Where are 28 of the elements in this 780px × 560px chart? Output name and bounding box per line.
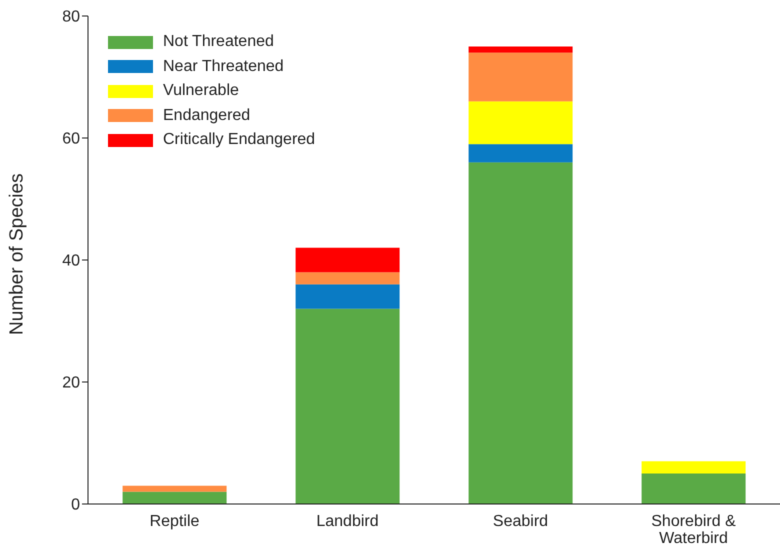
bar [468,101,573,144]
x-tick-label: Seabird [492,513,548,530]
bar [122,492,227,504]
y-tick-label: 20 [62,374,80,392]
y-tick-label: 80 [62,8,80,26]
bar [468,52,573,102]
bar [296,284,400,309]
bar [468,162,573,504]
bar [122,486,227,492]
bar [468,144,573,162]
legend-label: Endangered [163,106,250,126]
legend-label: Not Threatened [163,32,274,52]
bar [468,46,573,53]
x-tick-label: Landbird [316,513,379,530]
x-tick-label: Reptile [150,513,200,530]
y-tick-label: 0 [71,496,80,514]
bar [296,248,400,272]
bar [296,308,400,504]
legend-label: Vulnerable [163,81,239,101]
legend-label: Critically Endangered [163,130,316,150]
y-tick-label: 40 [62,252,80,270]
bar [296,272,400,284]
bar [642,474,746,504]
bar [642,461,746,474]
y-axis-title: Number of Species [6,173,28,335]
legend-label: Near Threatened [163,56,284,76]
x-tick-label: Shorebird & Waterbird [651,513,736,547]
y-tick-label: 60 [62,130,80,148]
